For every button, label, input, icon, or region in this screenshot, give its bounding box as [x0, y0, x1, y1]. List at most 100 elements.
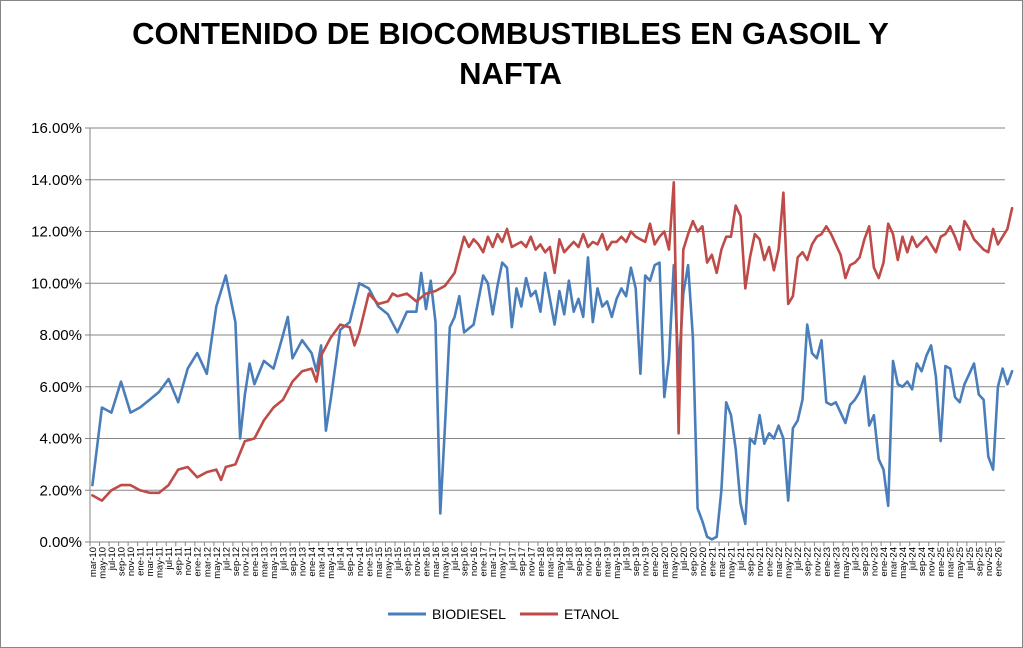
x-tick-label: mar-25	[946, 547, 957, 577]
x-tick-label: may-16	[441, 547, 452, 579]
x-tick-label: ene-15	[364, 547, 375, 577]
x-tick-label: sep-18	[574, 547, 585, 576]
x-tick-label: jul-12	[221, 547, 232, 571]
x-tick-label: jul-22	[793, 547, 804, 571]
x-tick-label: mar-13	[259, 547, 270, 577]
x-tick-label: nov-18	[584, 547, 595, 576]
x-tick-label: sep-20	[688, 547, 699, 576]
y-tick-label: 8.00%	[39, 327, 82, 344]
x-tick-label: nov-24	[927, 547, 938, 576]
x-tick-label: sep-21	[746, 547, 757, 576]
x-tick-label: nov-11	[183, 547, 194, 575]
x-tick-label: ene-19	[593, 547, 604, 577]
series-line-biodiesel	[91, 256, 1014, 541]
x-tick-label: jul-17	[507, 547, 518, 571]
x-tick-label: sep-17	[517, 547, 528, 576]
legend: BIODIESEL ETANOL	[388, 606, 619, 622]
x-tick-label: mar-18	[545, 547, 556, 577]
x-tick-label: sep-24	[917, 547, 928, 576]
x-tick-label: ene-13	[250, 547, 261, 577]
x-tick-label: mar-20	[660, 547, 671, 577]
y-tick-label: 12.00%	[31, 224, 82, 241]
x-tick-label: nov-17	[526, 547, 537, 576]
x-tick-label: ene-22	[765, 547, 776, 577]
x-tick-label: nov-21	[755, 547, 766, 576]
x-tick-label: ene-26	[993, 547, 1004, 577]
y-tick-label: 4.00%	[39, 431, 82, 448]
x-tick-label: may-24	[898, 547, 909, 579]
x-tick-label: mar-17	[488, 547, 499, 577]
x-tick-label: sep-19	[631, 547, 642, 576]
x-tick-label: jul-18	[564, 547, 575, 571]
x-tick-label: ene-25	[936, 547, 947, 577]
chart-title: CONTENIDO DE BIOCOMBUSTIBLES EN GASOIL Y…	[0, 14, 1021, 94]
x-tick-label: may-21	[726, 547, 737, 579]
x-tick-label: ene-14	[307, 547, 318, 577]
x-tick-label: ene-21	[707, 547, 718, 577]
y-tick-label: 0.00%	[39, 534, 82, 551]
x-tick-label: nov-15	[412, 547, 423, 576]
x-tick-label: may-10	[97, 547, 108, 579]
x-tick-label: ene-12	[193, 547, 204, 577]
y-tick-label: 16.00%	[31, 120, 82, 137]
x-tick-label: may-13	[269, 547, 280, 579]
x-tick-label: ene-23	[822, 547, 833, 577]
x-tick-label: ene-24	[879, 547, 890, 577]
y-tick-label: 10.00%	[31, 275, 82, 292]
x-tick-label: jul-10	[107, 547, 118, 571]
x-tick-label: jul-24	[908, 547, 919, 571]
x-tick-label: nov-23	[869, 547, 880, 576]
x-tick-label: jul-19	[622, 547, 633, 571]
x-tick-label: mar-19	[603, 547, 614, 577]
series-line-etanol	[91, 181, 1014, 502]
x-tick-label: mar-16	[431, 547, 442, 577]
x-tick-label: jul-21	[736, 547, 747, 571]
x-tick-label: may-17	[498, 547, 509, 579]
x-tick-label: nov-13	[298, 547, 309, 576]
x-tick-label: nov-16	[469, 547, 480, 576]
x-tick-label: may-18	[555, 547, 566, 579]
x-tick-label: sep-11	[174, 547, 185, 575]
x-tick-label: ene-17	[479, 547, 490, 577]
x-tick-label: mar-12	[202, 547, 213, 577]
x-tick-label: may-23	[841, 547, 852, 579]
x-tick-label: jul-23	[850, 547, 861, 571]
x-tick-label: nov-20	[698, 547, 709, 576]
x-tick-label: jul-15	[393, 547, 404, 571]
x-tick-label: sep-22	[803, 547, 814, 576]
x-tick-label: sep-14	[345, 547, 356, 576]
y-axis-tick-labels: 0.00% 2.00% 4.00% 6.00% 8.00% 10.00% 12.00% 14.…	[31, 120, 82, 551]
chart-title-line-1: CONTENIDO DE BIOCOMBUSTIBLES EN GASOIL Y	[132, 16, 889, 51]
x-tick-label: jul-25	[965, 547, 976, 571]
x-tick-label: nov-12	[240, 547, 251, 576]
legend-label-biodiesel: BIODIESEL	[432, 606, 506, 622]
x-tick-label: may-11	[155, 547, 166, 578]
x-tick-label: sep-16	[460, 547, 471, 576]
x-tick-label: mar-14	[317, 547, 328, 577]
x-tick-label: jul-13	[279, 547, 290, 571]
x-tick-label: jul-14	[336, 547, 347, 571]
y-tick-label: 6.00%	[39, 379, 82, 396]
x-tick-label: jul-16	[450, 547, 461, 571]
x-tick-label: sep-25	[974, 547, 985, 576]
x-tick-label: sep-23	[860, 547, 871, 576]
gridlines	[85, 127, 1005, 543]
x-tick-label: ene-11	[136, 547, 147, 576]
chart-title-line-2: NAFTA	[459, 56, 562, 91]
x-tick-label: mar-22	[774, 547, 785, 577]
series-lines	[91, 181, 1014, 541]
x-tick-label: may-25	[955, 547, 966, 579]
x-tick-label: ene-18	[536, 547, 547, 577]
x-tick-label: may-14	[326, 547, 337, 579]
x-tick-label: may-20	[669, 547, 680, 579]
x-tick-label: nov-10	[126, 547, 137, 576]
y-tick-label: 2.00%	[39, 482, 82, 499]
x-tick-label: mar-15	[374, 547, 385, 577]
x-axis-tick-labels: mar-10may-10jul-10sep-10nov-10ene-11mar-…	[88, 542, 1004, 579]
x-tick-label: sep-15	[402, 547, 413, 576]
x-tick-label: nov-14	[355, 547, 366, 576]
x-tick-label: may-19	[612, 547, 623, 579]
x-tick-label: ene-16	[421, 547, 432, 577]
x-tick-label: sep-10	[116, 547, 127, 576]
x-tick-label: nov-25	[984, 547, 995, 576]
